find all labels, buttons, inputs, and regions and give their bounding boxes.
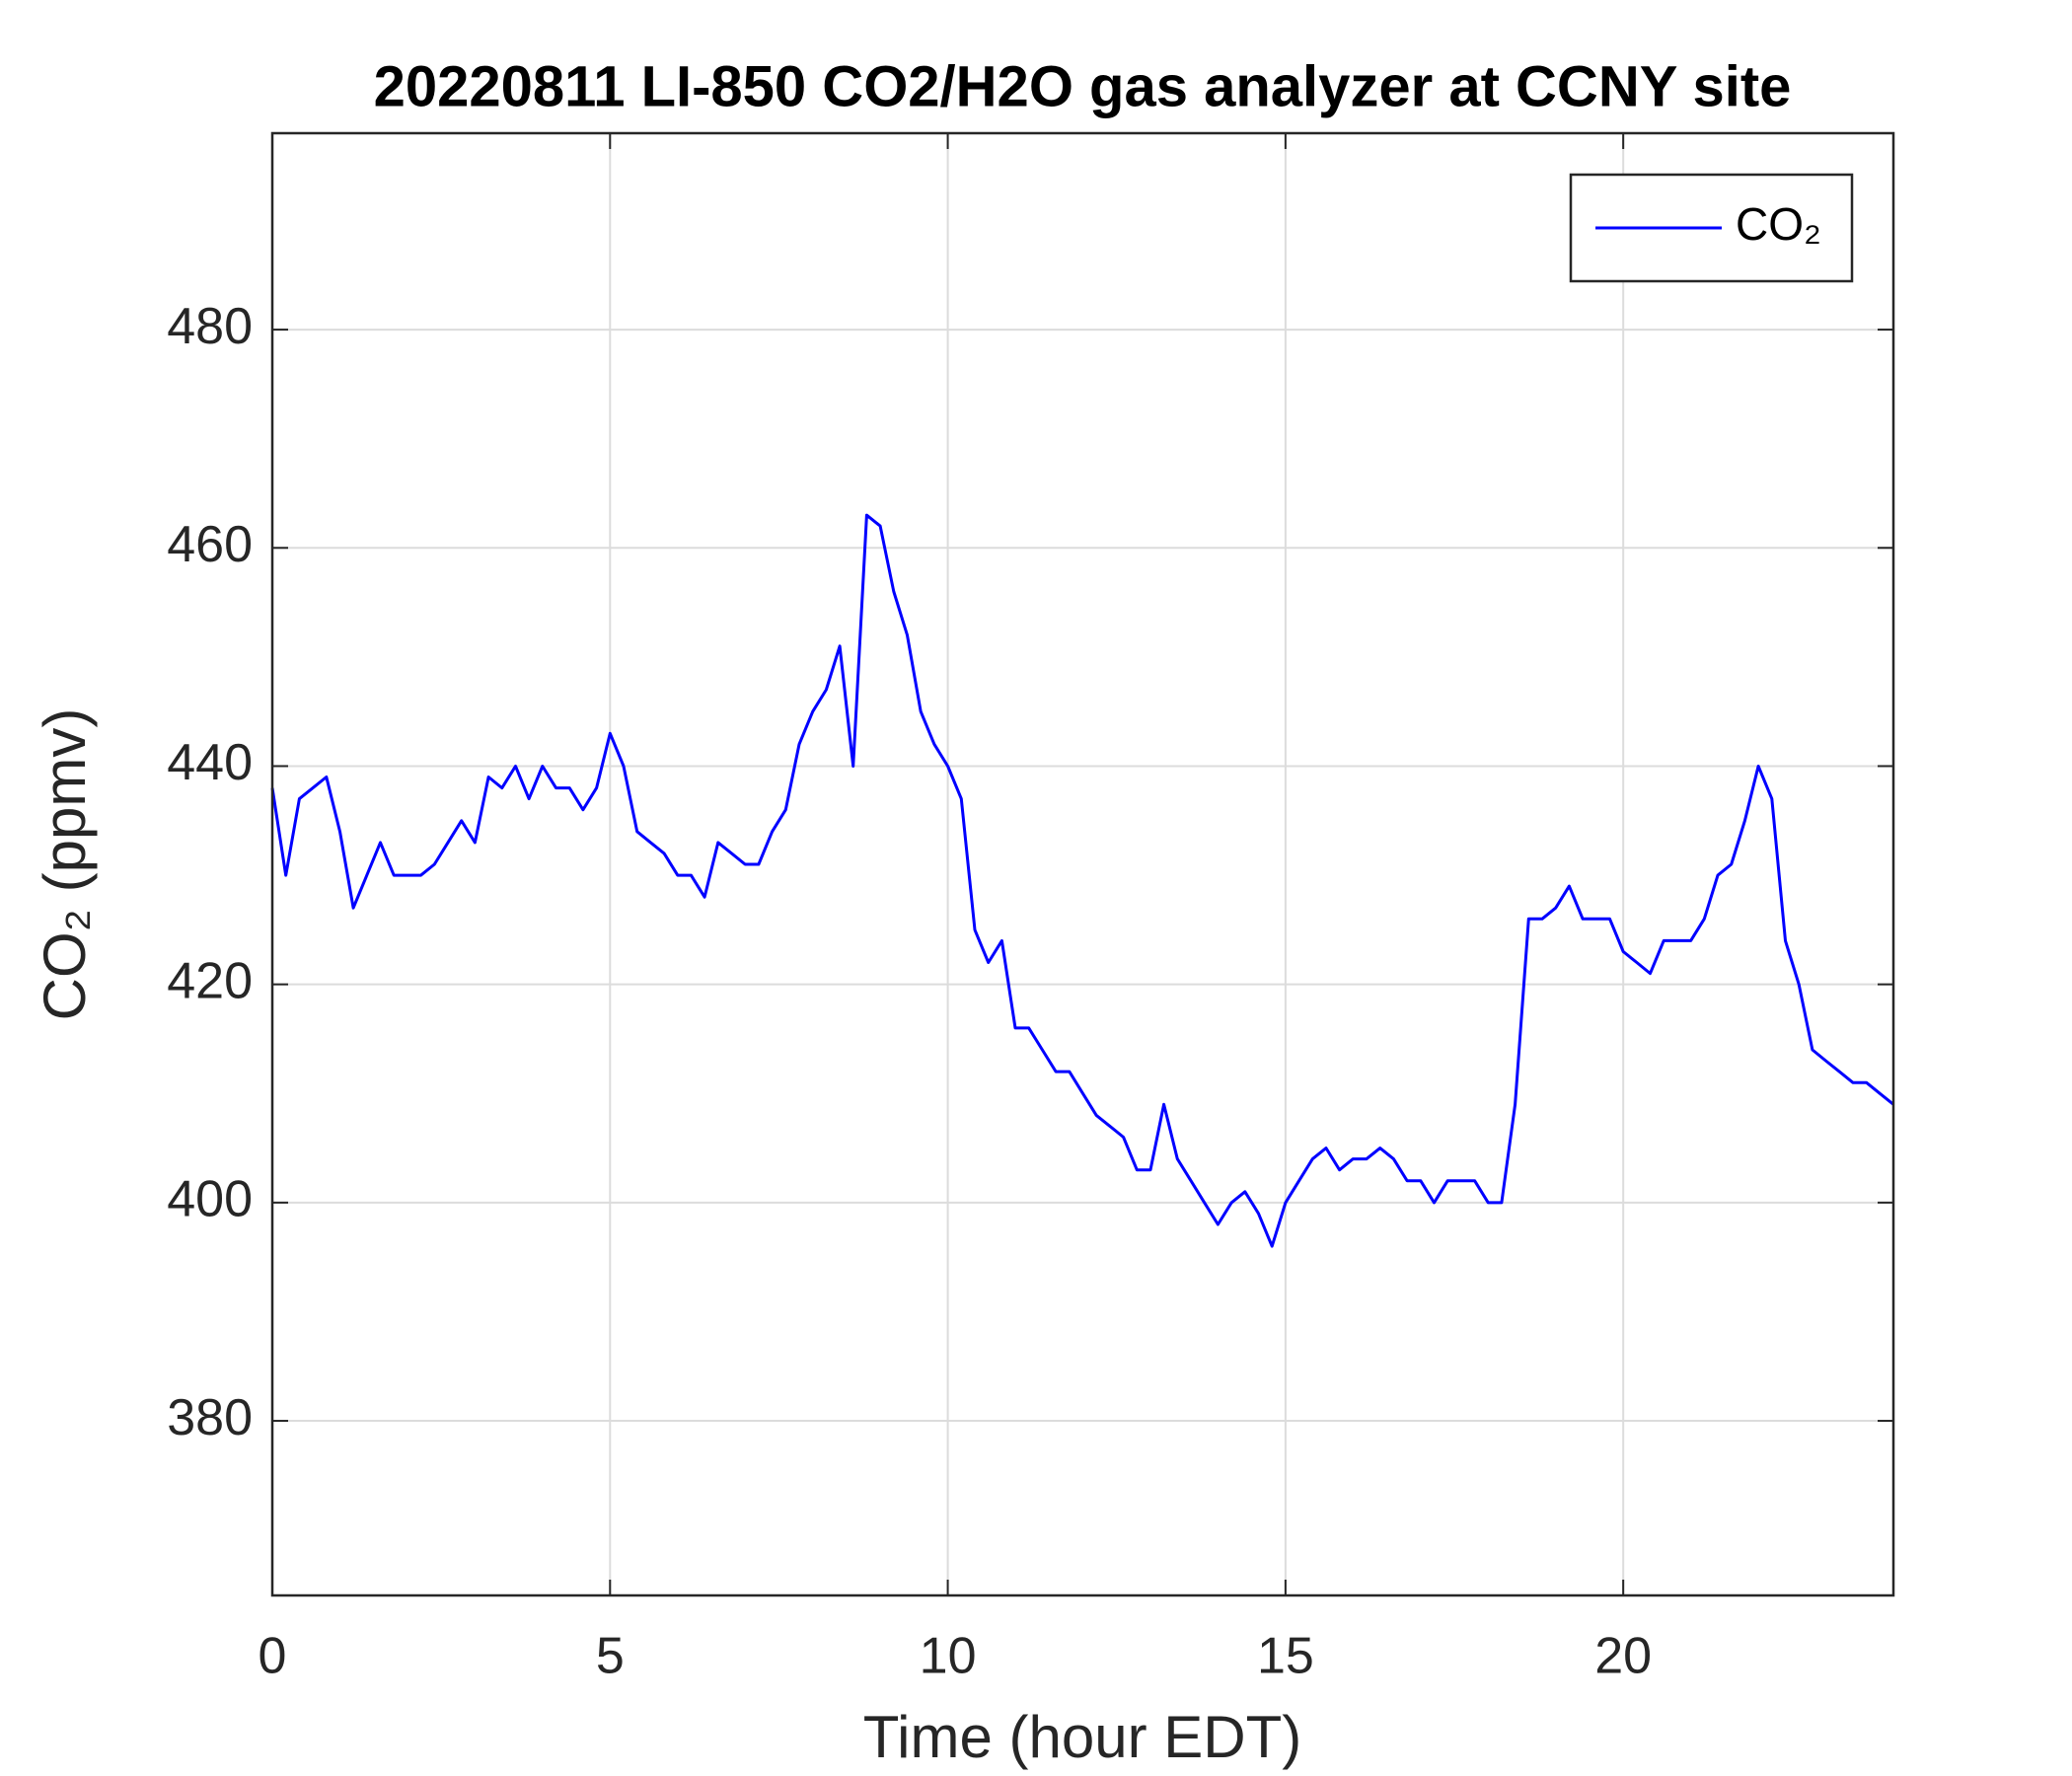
y-tick-label: 480 — [167, 298, 253, 355]
y-tick-label: 400 — [167, 1171, 253, 1228]
chart-title: 20220811 LI-850 CO2/H2O gas analyzer at … — [374, 54, 1792, 118]
y-tick-label: 420 — [167, 952, 253, 1009]
y-tick-label: 380 — [167, 1389, 253, 1446]
x-axis-label: Time (hour EDT) — [863, 1704, 1302, 1770]
x-tick-label: 5 — [596, 1628, 625, 1685]
y-axis-label: CO₂ (ppmv) — [32, 708, 98, 1021]
y-tick-label: 460 — [167, 516, 253, 573]
plot-frame — [270, 131, 1895, 1597]
legend-label: CO₂ — [1736, 198, 1821, 250]
y-tick-label: 440 — [167, 734, 253, 791]
data-line — [270, 513, 1894, 1248]
x-tick-label: 20 — [1594, 1628, 1652, 1685]
x-tick-label: 0 — [259, 1628, 287, 1685]
x-tick-label: 15 — [1257, 1628, 1314, 1685]
x-tick-label: 10 — [920, 1628, 977, 1685]
plot-area — [272, 133, 1893, 1595]
